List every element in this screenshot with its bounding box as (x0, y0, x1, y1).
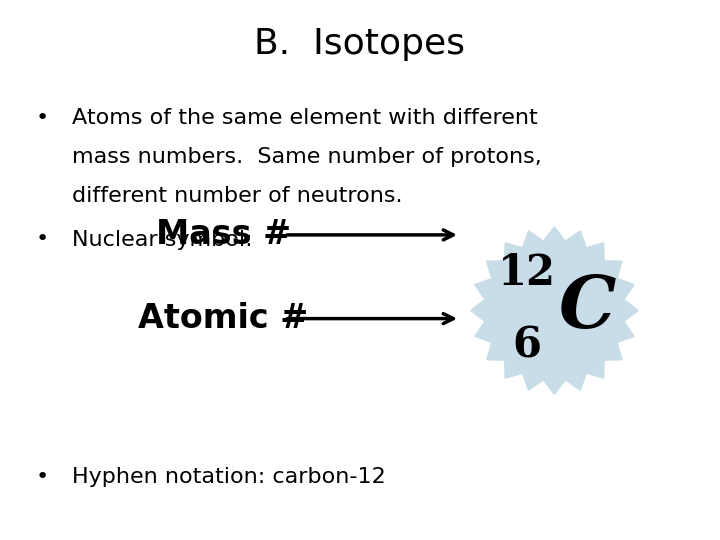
Text: C: C (558, 272, 616, 343)
Text: mass numbers.  Same number of protons,: mass numbers. Same number of protons, (72, 147, 541, 167)
Text: •: • (36, 467, 49, 487)
Text: 12: 12 (498, 252, 556, 294)
Text: •: • (36, 230, 49, 249)
Text: different number of neutrons.: different number of neutrons. (72, 186, 402, 206)
Text: Atoms of the same element with different: Atoms of the same element with different (72, 108, 538, 128)
Text: B.  Isotopes: B. Isotopes (254, 27, 466, 61)
Text: •: • (36, 108, 49, 128)
Text: Nuclear symbol:: Nuclear symbol: (72, 230, 253, 249)
Text: Mass #: Mass # (156, 218, 291, 252)
Text: Atomic #: Atomic # (138, 302, 308, 335)
Text: 6: 6 (513, 325, 541, 367)
Text: Hyphen notation: carbon-12: Hyphen notation: carbon-12 (72, 467, 386, 487)
Polygon shape (471, 227, 638, 394)
